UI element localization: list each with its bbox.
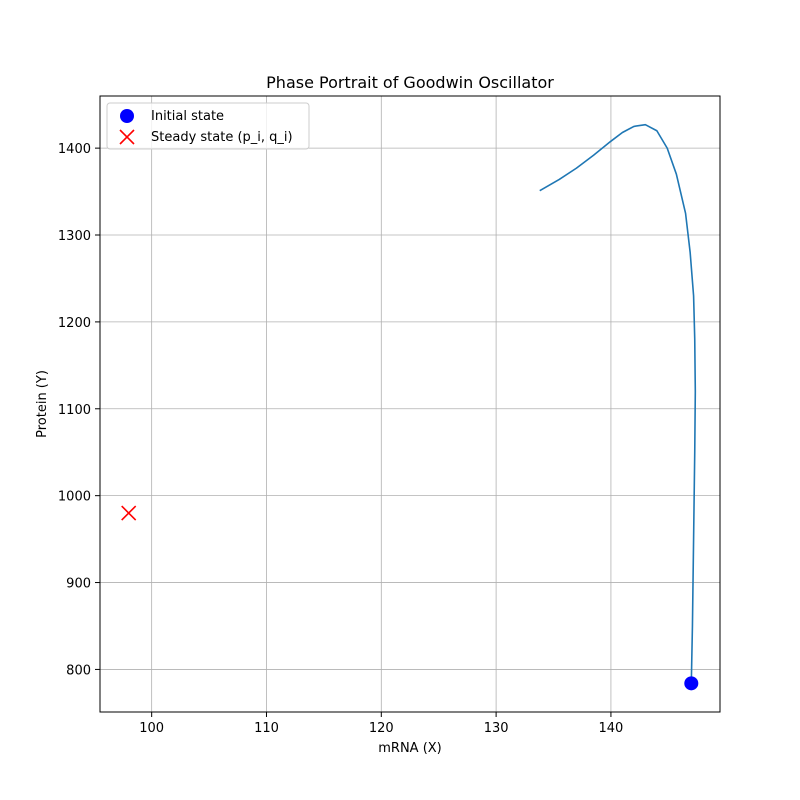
y-tick-label: 1100 (58, 403, 91, 418)
y-tick-label: 1000 (58, 490, 91, 505)
legend-initial-marker (120, 109, 134, 123)
steady-state-marker (121, 505, 137, 521)
legend-box (106, 102, 310, 150)
legend-initial-label: Initial state (151, 109, 224, 124)
y-tick-label: 900 (66, 577, 91, 592)
y-tick-label: 1200 (58, 316, 91, 331)
x-tick-label: 100 (139, 721, 164, 736)
plot-area-frame (99, 95, 721, 713)
plot-data (121, 123, 699, 691)
legend: Initial state Steady state (p_i, q_i) (106, 102, 310, 150)
legend-steady-label: Steady state (p_i, q_i) (151, 130, 293, 145)
y-tick-label: 1400 (58, 142, 91, 157)
trajectory-line (539, 123, 697, 684)
grid (100, 96, 720, 712)
legend-steady-marker (119, 129, 135, 145)
chart-title: Phase Portrait of Goodwin Oscillator (266, 73, 554, 92)
initial-state-marker (684, 676, 699, 691)
x-tick-label: 130 (484, 721, 509, 736)
y-axis-label: Protein (Y) (35, 370, 50, 438)
axis-ticks: 100 110 120 130 140 800 900 1000 1100 1200 1300 140… (58, 142, 623, 736)
x-axis-label: mRNA (X) (378, 741, 442, 756)
x-tick-label: 140 (599, 721, 624, 736)
x-tick-label: 120 (369, 721, 394, 736)
y-tick-label: 1300 (58, 229, 91, 244)
x-tick-label: 110 (254, 721, 279, 736)
y-tick-label: 800 (66, 663, 91, 678)
